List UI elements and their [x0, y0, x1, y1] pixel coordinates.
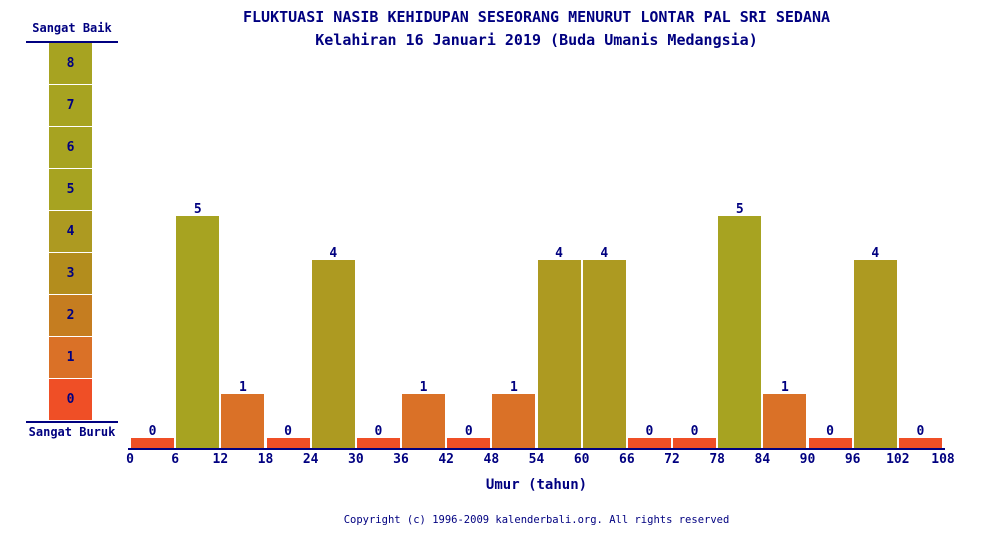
chart-subtitle: Kelahiran 16 Januari 2019 (Buda Umanis M… — [315, 31, 758, 49]
bar-age-102-108 — [898, 438, 942, 448]
bar-age-42-48 — [447, 438, 491, 448]
bar-value-label: 4 — [871, 246, 880, 261]
legend-level-8: 8 — [49, 43, 92, 84]
bar-value-label: 1 — [780, 379, 789, 395]
x-tick-78: 78 — [709, 452, 725, 467]
legend-bottom-divider — [26, 421, 118, 423]
x-tick-54: 54 — [528, 452, 545, 467]
bar-value-label: 4 — [555, 246, 563, 261]
x-tick-12: 12 — [212, 452, 229, 467]
bar-age-24-30 — [311, 260, 355, 448]
bar-value-label: 0 — [916, 424, 925, 439]
bar-value-label: 0 — [645, 424, 654, 439]
bar-value-label: 0 — [148, 424, 157, 439]
x-tick-60: 60 — [573, 452, 590, 467]
legend-level-4: 4 — [49, 211, 92, 252]
bar-value-label: 5 — [735, 201, 744, 217]
legend-level-2: 2 — [49, 295, 92, 336]
x-tick-108: 108 — [931, 452, 955, 467]
bar-value-label: 0 — [464, 424, 473, 439]
x-tick-48: 48 — [483, 452, 500, 467]
x-tick-0: 0 — [126, 452, 134, 467]
bar-value-label: 1 — [238, 379, 247, 395]
x-axis-label: Umur (tahun) — [485, 477, 588, 493]
bar-value-label: 4 — [600, 246, 609, 261]
x-tick-36: 36 — [393, 452, 409, 467]
x-tick-90: 90 — [799, 452, 816, 467]
legend-level-5: 5 — [49, 169, 92, 210]
copyright-text: Copyright (c) 1996-2009 kalenderbali.org… — [343, 514, 730, 526]
bar-age-18-24 — [266, 438, 310, 448]
x-tick-6: 6 — [171, 452, 180, 467]
bar-value-label: 5 — [193, 201, 202, 217]
bar-age-72-78 — [673, 438, 717, 448]
bar-age-54-60 — [537, 260, 581, 448]
bar-age-6-12 — [176, 215, 220, 448]
bar-age-84-90 — [763, 393, 807, 448]
legend-min-label: Sangat Buruk — [28, 425, 116, 439]
bar-value-label: 4 — [329, 246, 338, 261]
x-tick-18: 18 — [257, 452, 274, 467]
bar-value-label: 0 — [690, 424, 699, 439]
x-tick-30: 30 — [348, 452, 364, 467]
bar-age-0-6 — [131, 438, 175, 448]
x-axis-ticks: 0 6 12 18 24 30 36 42 48 54 60 66 72 78 84 90 96 102 108 — [126, 452, 955, 468]
bar-age-30-36 — [356, 438, 400, 448]
bar-age-12-18 — [221, 393, 265, 448]
x-tick-72: 72 — [664, 452, 680, 467]
legend-level-0: 0 — [49, 379, 92, 420]
bar-age-48-54 — [492, 393, 536, 448]
x-tick-42: 42 — [438, 452, 454, 467]
x-axis-line — [128, 448, 945, 450]
chart-title: FLUKTUASI NASIB KEHIDUPAN SESEORANG MENU… — [243, 8, 830, 26]
bar-value-label: 1 — [419, 379, 428, 395]
x-tick-84: 84 — [754, 452, 771, 467]
bar-value-label: 0 — [826, 424, 834, 439]
bar-age-78-84 — [718, 215, 762, 448]
bar-age-66-72 — [627, 438, 671, 448]
legend-level-7: 7 — [49, 85, 92, 126]
bar-value-label: 0 — [374, 424, 383, 439]
legend-level-6: 6 — [49, 127, 92, 168]
bar-age-90-96 — [808, 438, 852, 448]
bar-age-60-66 — [582, 260, 626, 448]
legend-level-3: 3 — [49, 253, 92, 294]
legend-level-1: 1 — [49, 337, 92, 378]
x-tick-24: 24 — [302, 452, 319, 467]
legend-max-label: Sangat Baik — [32, 21, 112, 35]
legend-top-divider — [26, 41, 118, 43]
bar-age-96-102 — [853, 260, 897, 448]
bar-value-label: 1 — [509, 379, 518, 395]
x-tick-96: 96 — [844, 452, 861, 467]
x-tick-66: 66 — [619, 452, 635, 467]
x-tick-102: 102 — [886, 452, 910, 467]
bar-age-36-42 — [402, 393, 446, 448]
bar-value-label: 0 — [284, 424, 292, 439]
